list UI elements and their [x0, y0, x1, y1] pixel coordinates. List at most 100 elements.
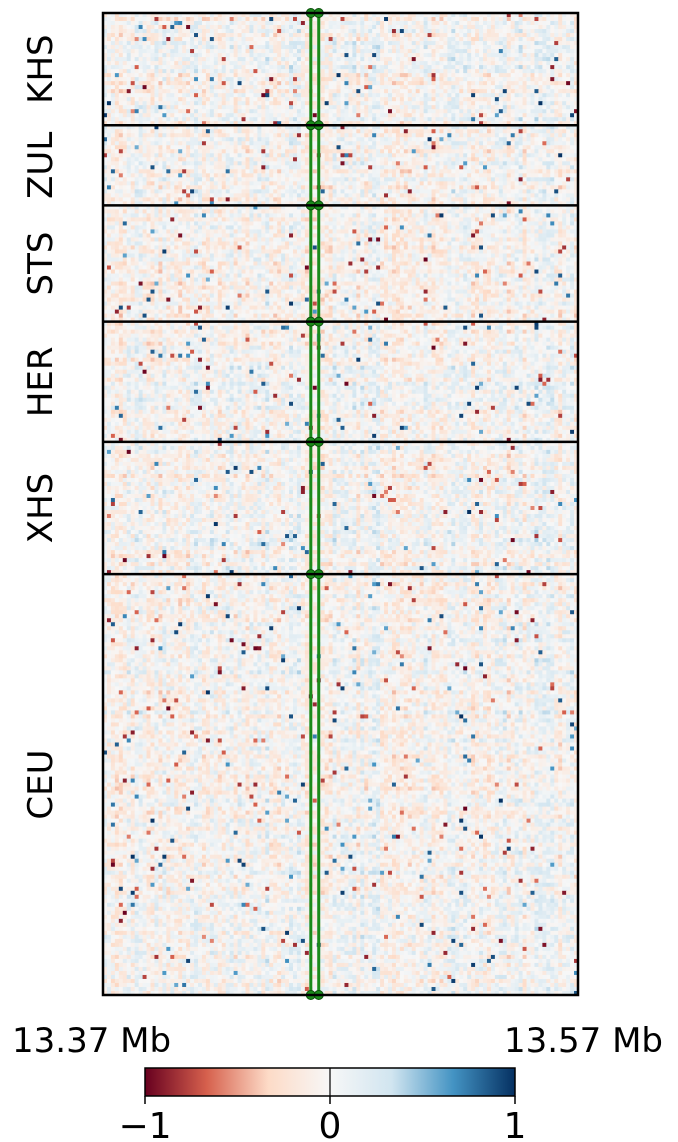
heatmap-cell	[388, 129, 393, 134]
heatmap-cell	[162, 53, 167, 58]
heatmap-cell	[114, 53, 120, 58]
heatmap-cell	[118, 173, 124, 178]
heatmap-cell	[213, 129, 219, 134]
heatmap-cell	[213, 109, 219, 114]
heatmap-cell	[269, 169, 274, 174]
heatmap-cell	[134, 145, 140, 150]
heatmap-cell	[253, 53, 258, 58]
heatmap-cell	[554, 57, 559, 62]
heatmap-cell	[447, 61, 452, 66]
heatmap-cell	[304, 17, 310, 22]
heatmap-cell	[106, 101, 112, 106]
heatmap-cell	[439, 93, 444, 98]
heatmap-cell	[158, 85, 163, 90]
heatmap-cell	[106, 13, 112, 18]
heatmap-cell	[415, 165, 421, 170]
heatmap-cell	[407, 145, 413, 150]
heatmap-cell	[249, 69, 254, 74]
heatmap-cell	[502, 77, 508, 82]
heatmap-cell	[372, 97, 377, 102]
heatmap-cell	[182, 137, 187, 142]
heatmap-cell	[304, 89, 310, 94]
heatmap-cell	[550, 33, 555, 38]
heatmap-cell	[273, 77, 278, 82]
heatmap-cell	[194, 45, 199, 50]
heatmap-cell	[304, 157, 310, 162]
heatmap-cell	[229, 77, 235, 82]
heatmap-cell	[285, 49, 290, 54]
heatmap-cell	[110, 133, 116, 138]
heatmap-cell	[328, 141, 334, 146]
heatmap-cell	[467, 17, 472, 22]
heatmap-cell	[403, 173, 409, 178]
heatmap-cell	[186, 169, 191, 174]
heatmap-cell	[403, 81, 409, 86]
heatmap-cell	[399, 81, 405, 86]
heatmap-cell	[502, 69, 508, 74]
heatmap-cell	[186, 165, 191, 170]
heatmap-cell	[103, 65, 108, 70]
heatmap-cell	[419, 37, 425, 42]
heatmap-cell	[285, 109, 290, 114]
heatmap-cell	[261, 21, 266, 26]
heatmap-cell	[514, 13, 520, 18]
heatmap-cell	[395, 73, 401, 78]
heatmap-cell	[415, 41, 421, 46]
heatmap-cell	[542, 61, 547, 66]
heatmap-cell	[198, 65, 203, 70]
heatmap-cell	[506, 77, 512, 82]
heatmap-cell	[142, 121, 148, 126]
heatmap-cell	[170, 141, 175, 146]
heatmap-cell	[340, 21, 345, 26]
heatmap-cell	[205, 109, 211, 114]
heatmap-cell	[205, 101, 211, 106]
heatmap-cell	[170, 65, 175, 70]
heatmap-cell	[138, 65, 144, 70]
heatmap-cell	[550, 113, 555, 118]
heatmap-cell	[118, 77, 124, 82]
heatmap-cell	[423, 69, 429, 74]
heatmap-cell	[506, 73, 512, 78]
heatmap-cell	[411, 29, 417, 34]
heatmap-cell	[300, 141, 306, 146]
heatmap-cell	[483, 53, 488, 58]
heatmap-cell	[289, 49, 294, 54]
heatmap-cell	[186, 101, 191, 106]
heatmap-cell	[241, 169, 246, 174]
heatmap-cell	[384, 85, 389, 90]
heatmap-cell	[241, 125, 246, 130]
heatmap-cell	[439, 169, 444, 174]
heatmap-cell	[364, 33, 369, 38]
heatmap-cell	[407, 137, 413, 142]
heatmap-cell	[530, 125, 535, 130]
heatmap-cell	[126, 133, 132, 138]
heatmap-cell	[225, 117, 231, 122]
heatmap-cell	[146, 85, 151, 90]
heatmap-cell	[411, 97, 417, 102]
heatmap-cell	[360, 85, 365, 90]
heatmap-cell	[558, 61, 563, 66]
heatmap-cell	[360, 145, 365, 150]
heatmap-cell	[281, 109, 286, 114]
heatmap-cell	[451, 21, 456, 26]
heatmap-cell	[455, 13, 460, 18]
heatmap-cell	[233, 109, 239, 114]
heatmap-cell	[233, 141, 239, 146]
heatmap-cell	[312, 69, 318, 74]
heatmap-cell	[502, 21, 508, 26]
heatmap-cell	[134, 121, 140, 126]
heatmap-cell	[190, 49, 195, 54]
heatmap-cell	[498, 57, 504, 62]
heatmap-cell	[459, 121, 464, 126]
heatmap-cell	[320, 137, 326, 142]
heatmap-cell	[423, 141, 429, 146]
heatmap-cell	[198, 121, 203, 126]
heatmap-cell	[419, 109, 425, 114]
heatmap-cell	[566, 89, 571, 94]
heatmap-cell	[562, 65, 567, 70]
heatmap-cell	[423, 121, 429, 126]
heatmap-cell	[475, 141, 480, 146]
heatmap-cell	[558, 109, 563, 114]
heatmap-cell	[542, 117, 547, 122]
heatmap-cell	[411, 149, 417, 154]
